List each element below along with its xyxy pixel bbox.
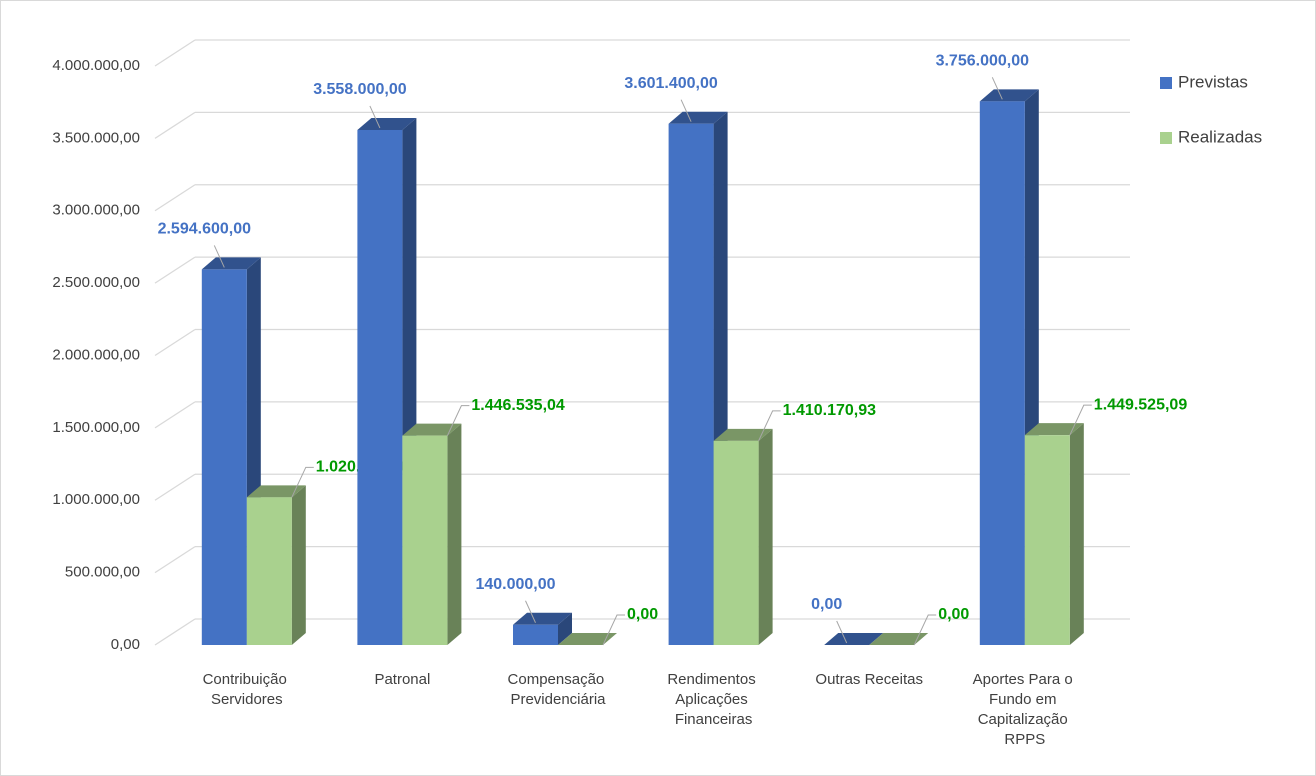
grid-line-side: [154, 184, 196, 212]
legend-label: Realizadas: [1178, 127, 1262, 146]
data-label: 0,00: [938, 606, 969, 623]
x-tick-line: RPPS: [1004, 731, 1045, 748]
leader-line: [525, 600, 536, 623]
data-label: 1.449.525,09: [1094, 396, 1188, 413]
legend-swatch: [1160, 132, 1172, 144]
data-label: 1.410.170,93: [783, 402, 877, 419]
x-tick-label: Patronal: [374, 671, 430, 688]
x-tick-line: Patronal: [374, 671, 430, 688]
bar-top: [402, 423, 462, 436]
grid-line-side: [154, 618, 196, 646]
x-tick-line: Rendimentos: [667, 671, 760, 688]
leader-line: [446, 405, 470, 436]
bar: [668, 123, 714, 646]
bar-top: [979, 89, 1039, 102]
x-tick-line: Capitalização: [978, 711, 1072, 728]
y-tick-label: 2.000.000,00: [52, 346, 140, 363]
bar: [713, 440, 759, 645]
leader-line: [991, 77, 1003, 100]
x-tick-label: Contribuição Servidores: [203, 671, 291, 708]
data-label: 1.446.535,04: [471, 397, 565, 414]
x-tick-line: Fundo em: [989, 691, 1061, 708]
x-tick-line: Outras Receitas: [815, 671, 923, 688]
leader-line: [602, 614, 625, 646]
leader-line: [291, 466, 314, 498]
x-tick-label: Outras Receitas: [815, 671, 923, 688]
leader-line: [836, 620, 848, 644]
bar-top: [713, 428, 773, 441]
x-tick-label: Compensação Previdenciária: [508, 671, 609, 708]
data-label: 3.558.000,00: [313, 81, 407, 98]
y-tick-label: 500.000,00: [65, 564, 140, 581]
bar: [402, 435, 448, 645]
grid-line-side: [154, 401, 196, 429]
leader-line: [758, 410, 781, 442]
y-tick-label: 2.500.000,00: [52, 274, 140, 291]
x-tick-label: Aportes Para o Fundo em Capitalização RP…: [973, 671, 1077, 748]
bar-top: [558, 633, 617, 645]
bar-top: [869, 633, 929, 645]
y-tick-label: 1.500.000,00: [52, 419, 140, 436]
bar-side: [758, 428, 773, 645]
x-tick-line: Compensação: [508, 671, 609, 688]
y-tick-label: 1.000.000,00: [52, 491, 140, 508]
y-tick-label: 0,00: [111, 636, 140, 653]
bar: [246, 497, 292, 645]
legend-swatch: [1160, 77, 1172, 89]
grid-line-side: [154, 256, 196, 284]
leader-line: [1069, 404, 1092, 436]
x-tick-line: Previdenciária: [510, 691, 606, 708]
leader-line: [913, 614, 937, 646]
x-tick-label: Rendimentos Aplicações Financeiras: [667, 671, 760, 728]
bar-top: [357, 117, 417, 130]
bar-side: [1069, 423, 1084, 645]
data-label: 0,00: [811, 596, 842, 613]
grid-line-side: [154, 39, 196, 67]
bar: [201, 269, 247, 645]
bar-top: [201, 257, 261, 270]
x-tick-line: Servidores: [211, 691, 283, 708]
x-tick-line: Financeiras: [675, 711, 753, 728]
bar: [979, 101, 1025, 646]
x-tick-line: Aportes Para o: [973, 671, 1077, 688]
leader-line: [680, 99, 692, 122]
bar-side: [291, 485, 306, 645]
leader-line: [213, 245, 225, 268]
bar-top: [668, 111, 728, 124]
bar-top: [824, 633, 884, 645]
bar: [1024, 435, 1070, 645]
leader-line: [369, 105, 381, 129]
x-tick-line: Contribuição: [203, 671, 291, 688]
bar-side: [447, 423, 462, 645]
grid-line-side: [154, 473, 196, 501]
bar-side: [558, 612, 572, 645]
data-label: 2.594.600,00: [158, 221, 252, 238]
grid-line-side: [154, 111, 196, 139]
y-tick-label: 4.000.000,00: [52, 57, 140, 74]
data-label: 0,00: [627, 606, 658, 623]
data-label: 3.756.000,00: [936, 53, 1030, 70]
grid-line-side: [154, 546, 196, 574]
bar-top: [513, 612, 572, 625]
bar: [513, 624, 558, 645]
data-label: 3.601.400,00: [624, 75, 718, 92]
bar-top: [1024, 423, 1084, 436]
bar: [357, 129, 403, 646]
y-tick-label: 3.500.000,00: [52, 129, 140, 146]
y-tick-label: 3.000.000,00: [52, 202, 140, 219]
x-tick-line: Aplicações: [675, 691, 752, 708]
legend-label: Previstas: [1178, 72, 1248, 91]
data-label: 140.000,00: [475, 576, 555, 593]
grid-line-side: [154, 328, 196, 357]
bar-top: [246, 485, 306, 498]
